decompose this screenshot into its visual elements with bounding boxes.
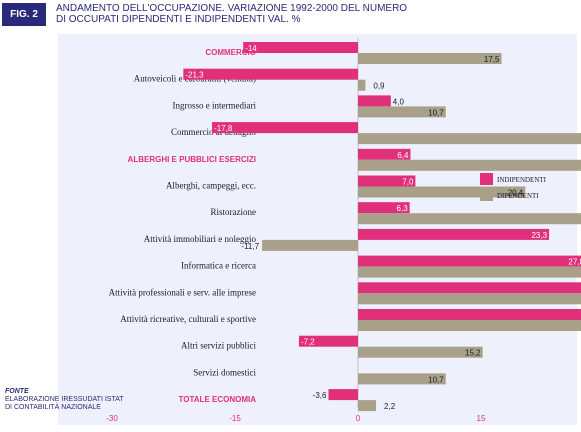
x-tick-label: 15: [477, 414, 486, 423]
x-tick-label: -15: [229, 414, 241, 423]
independent-bar: [183, 68, 358, 80]
x-tick-label: 0: [356, 414, 361, 423]
category-label: TOTALE ECONOMIA: [179, 395, 257, 404]
dependent-data-label: 10,7: [428, 108, 444, 117]
chart-title: ANDAMENTO DELL'OCCUPAZIONE. VARIAZIONE 1…: [56, 3, 408, 25]
source-note: Fonte Elaborazione Iressudati Istat di C…: [5, 388, 135, 412]
x-tick-label: -30: [106, 414, 118, 423]
dependent-bar: [262, 239, 358, 251]
dependent-bar: [358, 106, 446, 118]
independent-data-label: 6,4: [397, 151, 409, 160]
independent-bar: [328, 389, 358, 401]
category-label: Ristorazione: [211, 207, 257, 217]
dependent-bar: [358, 213, 581, 225]
dependent-bar: [358, 346, 483, 358]
independent-data-label: -14: [245, 44, 257, 53]
dependent-bar: [358, 373, 446, 385]
independent-data-label: -17,8: [214, 124, 233, 133]
independent-bar: [358, 148, 411, 160]
category-label: Servizi domestici: [193, 367, 256, 377]
category-label: Attività professionali e serv. alle impr…: [109, 287, 256, 297]
independent-bar: [358, 95, 391, 107]
dependent-bar: [358, 266, 581, 278]
dependent-data-label: 20,4: [508, 189, 524, 198]
category-label: Informatica e ricerca: [181, 261, 256, 271]
dependent-data-label: 2,2: [384, 402, 396, 411]
independent-bar: [358, 282, 581, 294]
independent-legend-label: INDIPENDENTI: [497, 176, 547, 184]
dependent-data-label: -11,7: [241, 242, 259, 251]
independent-bar: [243, 42, 358, 53]
independent-bar: [358, 309, 581, 320]
dependent-bar: [358, 186, 526, 198]
category-label: Attività ricreative, culturali e sportiv…: [120, 314, 256, 324]
dependent-bar: [358, 79, 366, 91]
independent-bar: [358, 175, 416, 187]
dependent-data-label: 15,2: [465, 349, 481, 358]
figure-number-badge: FIG. 2: [2, 3, 46, 26]
independent-data-label: 6,3: [397, 204, 409, 213]
dependent-bar: [358, 159, 581, 171]
dependent-bar: [358, 293, 581, 305]
figure-header: FIG. 2 ANDAMENTO DELL'OCCUPAZIONE. VARIA…: [0, 0, 581, 30]
independent-legend-swatch: [480, 173, 493, 185]
independent-data-label: 7,0: [402, 178, 414, 187]
category-label: Ingrosso e intermediari: [173, 100, 257, 110]
source-line-1: Elaborazione Iressudati Istat: [5, 396, 124, 403]
independent-bar: [358, 255, 581, 267]
independent-bar: [358, 202, 410, 214]
dependent-data-label: 10,7: [428, 375, 444, 384]
category-label: COMMERCIO: [205, 48, 256, 57]
independent-data-label: 4,0: [393, 97, 405, 106]
independent-bar: [212, 122, 358, 134]
source-label: Fonte: [5, 388, 29, 395]
independent-bar: [298, 335, 358, 347]
independent-data-label: 23,3: [531, 231, 547, 240]
dependent-data-label: 0,9: [373, 82, 385, 91]
category-label: ALBERGHI E PUBBLICI ESERCIZI: [128, 155, 256, 164]
category-label: Altri servizi pubblici: [181, 341, 256, 351]
independent-data-label: -21,3: [185, 71, 204, 80]
dependent-bar: [358, 400, 377, 412]
dependent-bar: [358, 53, 502, 64]
dependent-legend-label: DIPENDENTI: [497, 192, 539, 200]
source-line-2: di Contabilità nazionale: [5, 404, 101, 411]
dependent-data-label: 17,5: [484, 55, 500, 64]
dependent-bar: [358, 133, 581, 145]
independent-data-label: -7,2: [301, 338, 315, 347]
independent-data-label: -3,6: [313, 391, 327, 400]
category-label: Alberghi, campeggi, ecc.: [166, 181, 256, 191]
dependent-legend-swatch: [480, 189, 493, 201]
independent-data-label: 27,8: [568, 258, 581, 267]
dependent-bar: [358, 320, 581, 331]
independent-bar: [358, 228, 550, 240]
category-label: Attività immobiliari e noleggio: [144, 234, 257, 244]
